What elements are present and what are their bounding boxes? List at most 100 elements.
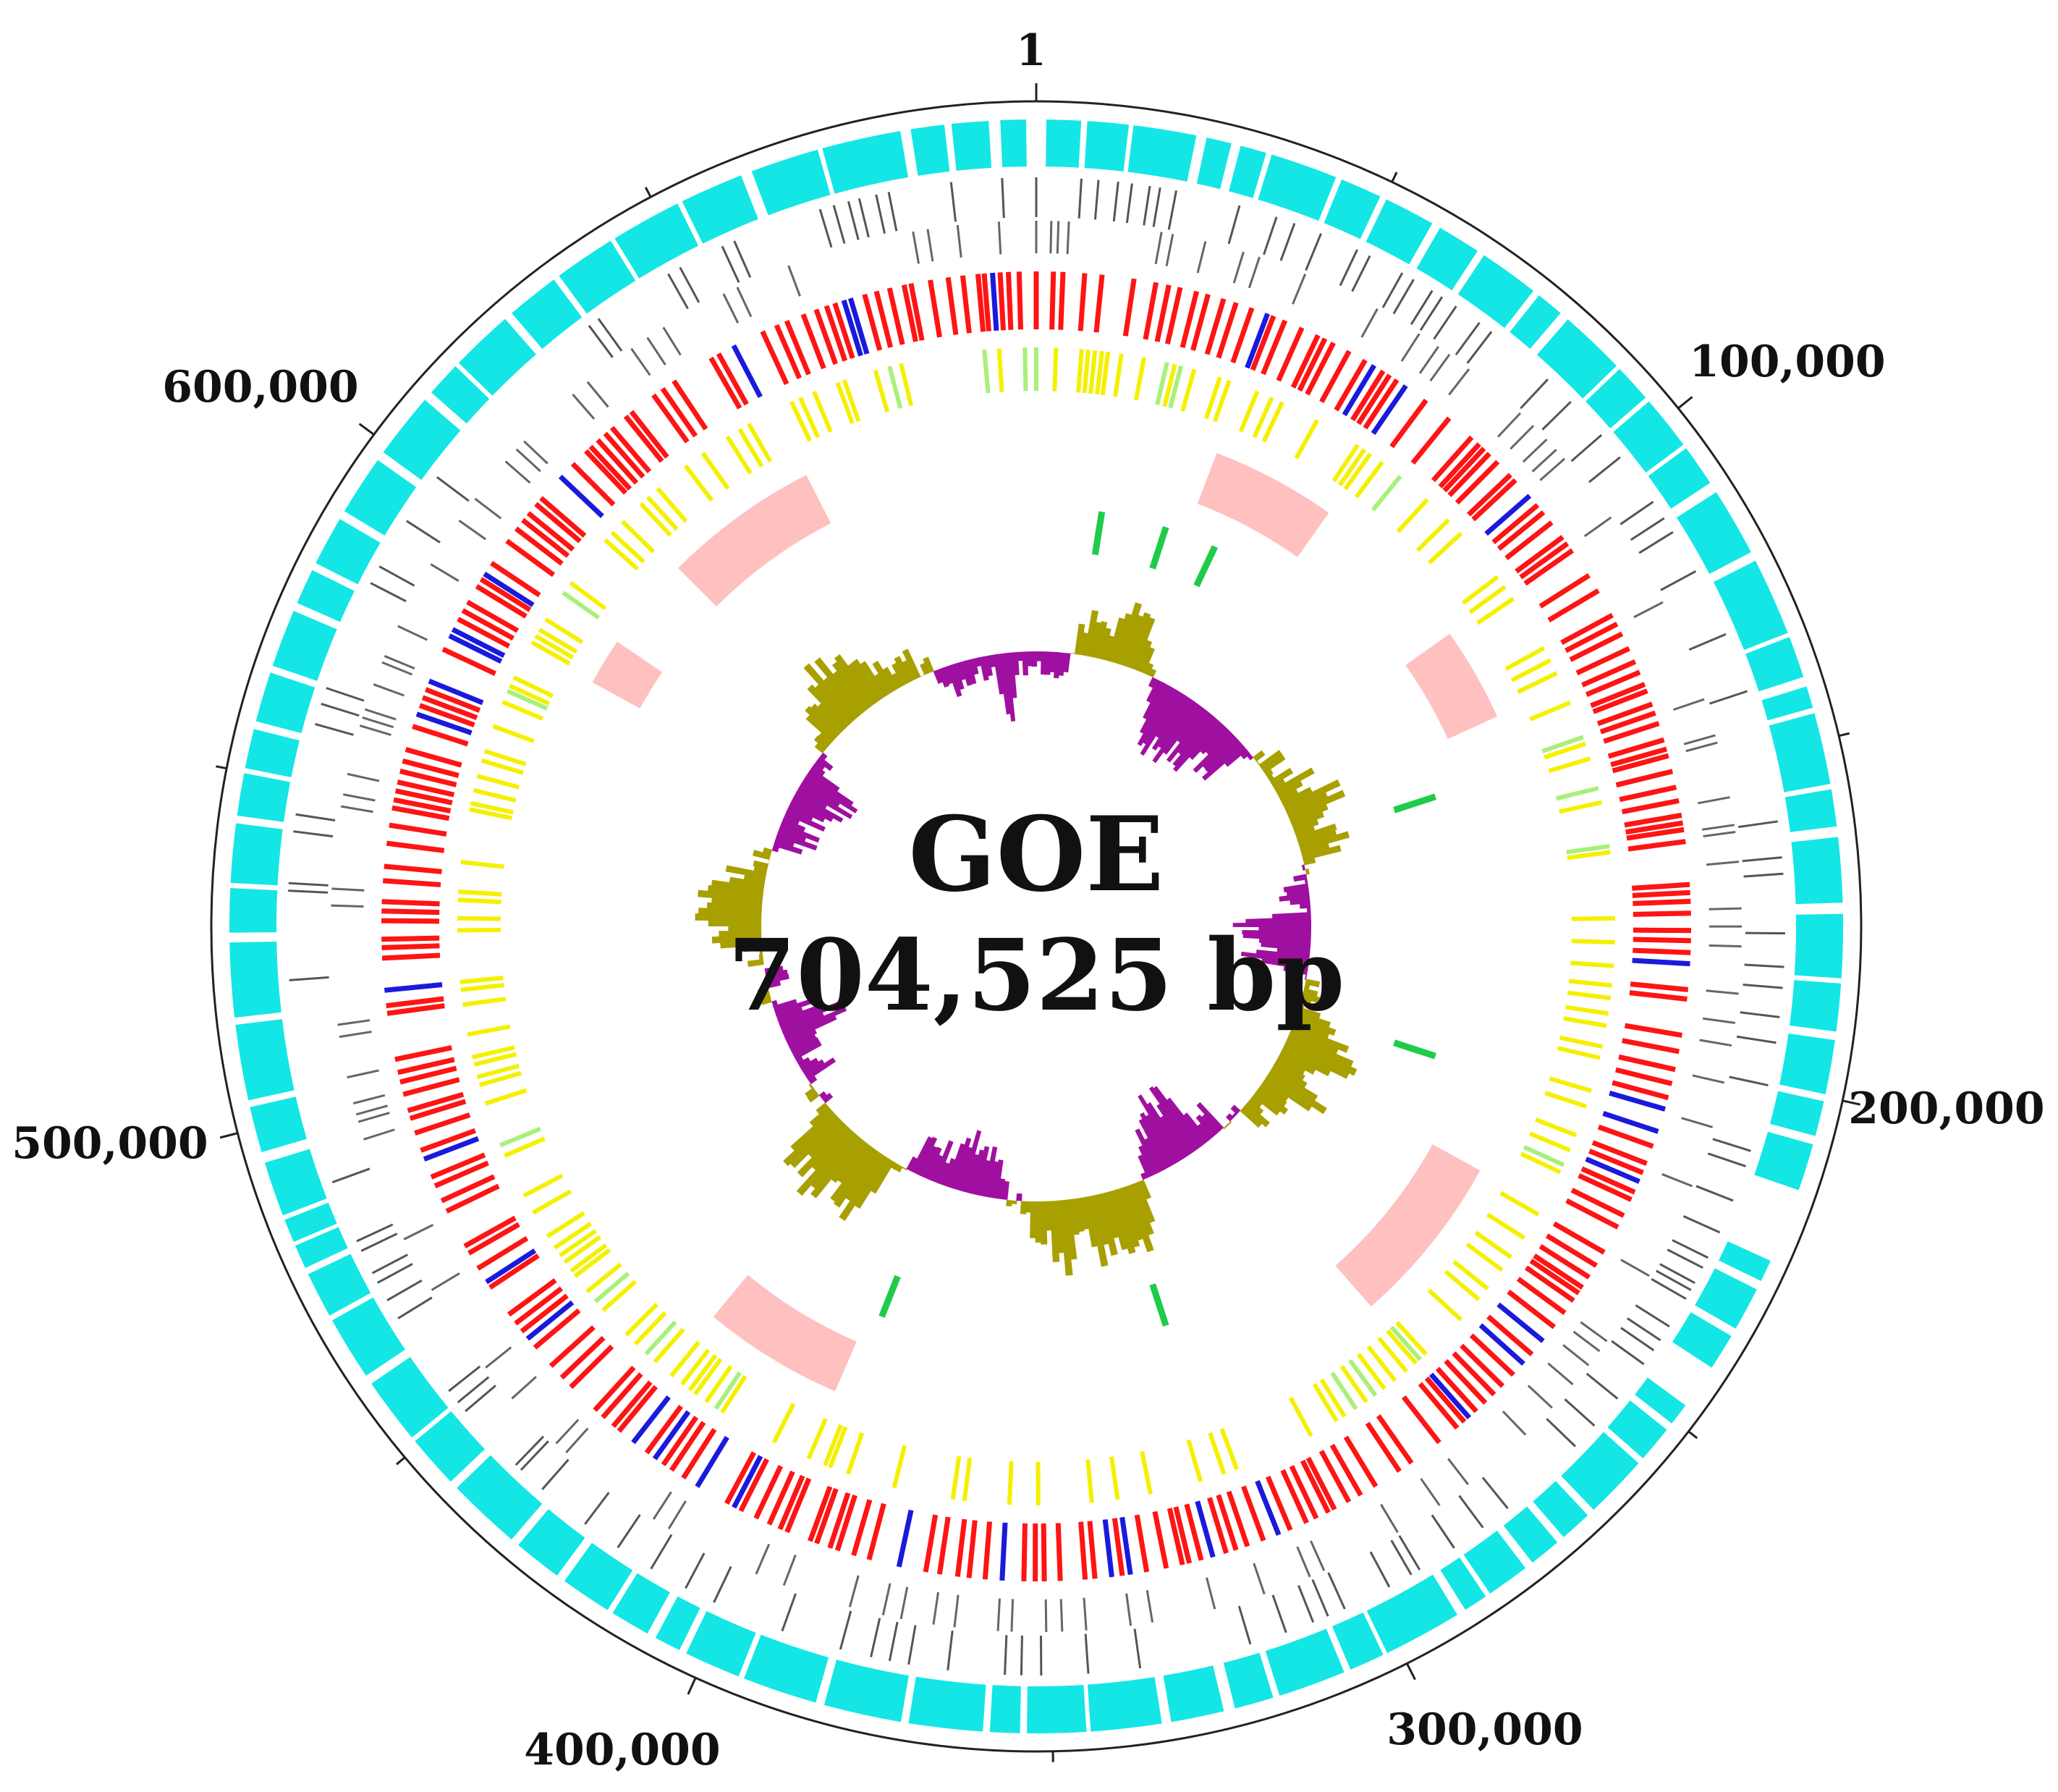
feature-mark	[386, 996, 444, 1009]
feature-mark	[1396, 498, 1429, 533]
feature-mark	[460, 859, 504, 869]
gc-skew-bar	[1252, 1091, 1281, 1116]
gc-skew-bar	[1139, 646, 1156, 674]
gc-skew-bar	[698, 908, 762, 917]
cds-block	[458, 318, 536, 396]
cds-block	[559, 240, 636, 314]
gc-skew-bar	[805, 714, 836, 743]
feature-mark	[1638, 531, 1674, 554]
feature-mark	[1467, 473, 1512, 517]
gc-skew-bar	[1306, 907, 1311, 913]
feature-mark	[1173, 1506, 1193, 1564]
feature-mark	[908, 283, 925, 341]
feature-mark	[1570, 960, 1614, 968]
gc-skew-bar	[1002, 652, 1016, 722]
feature-mark	[1343, 1435, 1379, 1488]
feature-mark	[733, 240, 752, 278]
feature-mark	[1570, 1188, 1625, 1218]
cds-block	[272, 611, 337, 681]
feature-mark	[683, 464, 714, 502]
feature-mark	[1342, 364, 1377, 417]
gc-skew-bar	[777, 1003, 823, 1026]
gc-skew-bar	[768, 858, 770, 865]
feature-mark	[1624, 812, 1682, 828]
feature-mark	[873, 369, 890, 413]
feature-mark	[681, 1428, 717, 1480]
feature-mark	[1318, 1450, 1352, 1503]
major-tick	[219, 1132, 238, 1139]
feature-mark	[1261, 319, 1288, 376]
feature-mark	[457, 916, 501, 921]
feature-mark	[1588, 1149, 1644, 1175]
gc-skew-bar	[764, 965, 784, 974]
gc-skew-bar	[782, 1007, 847, 1039]
gc-skew-bar	[810, 703, 843, 736]
gc-skew-bar	[781, 818, 806, 833]
feature-mark	[405, 747, 462, 768]
feature-mark	[403, 1224, 434, 1241]
gc-skew-bar	[1279, 788, 1299, 803]
gc-skew-bar	[873, 672, 892, 696]
gc-skew-bar	[1146, 1102, 1186, 1160]
feature-mark	[1100, 351, 1111, 396]
gc-skew-bar	[807, 684, 850, 729]
feature-mark	[593, 1272, 630, 1303]
feature-mark	[381, 952, 441, 961]
feature-mark	[1673, 698, 1705, 711]
feature-mark	[331, 904, 364, 908]
feature-mark	[650, 1534, 673, 1570]
feature-mark	[695, 1435, 729, 1489]
feature-mark	[440, 1174, 496, 1204]
feature-mark	[1627, 839, 1686, 852]
cds-block	[910, 124, 950, 176]
feature-mark	[1562, 1344, 1590, 1366]
feature-mark	[847, 200, 860, 240]
gc-skew-bar	[1155, 693, 1187, 739]
feature-mark	[1548, 756, 1591, 774]
feature-mark	[1656, 1269, 1692, 1291]
cds-block	[518, 1509, 585, 1576]
gc-skew-bar	[1153, 1086, 1202, 1150]
cds-block	[1719, 1241, 1771, 1282]
gc-skew-bar	[789, 1117, 842, 1168]
feature-mark	[724, 1451, 757, 1505]
gc-skew-bar	[987, 1161, 999, 1199]
feature-mark	[1415, 518, 1450, 552]
feature-mark	[1438, 442, 1481, 489]
gc-skew-bar	[1227, 1120, 1232, 1126]
gc-skew-bar	[1166, 1097, 1206, 1147]
gc-skew-bar	[919, 1145, 938, 1178]
feature-mark	[1496, 1302, 1545, 1343]
feature-mark	[1591, 1140, 1648, 1166]
gc-skew-bar	[992, 1159, 1004, 1199]
major-tick	[1405, 1662, 1416, 1681]
feature-mark	[1588, 456, 1621, 483]
feature-mark	[601, 1372, 643, 1419]
feature-mark	[1429, 353, 1451, 382]
feature-mark	[505, 538, 556, 578]
feature-mark	[1611, 1340, 1645, 1366]
feature-mark	[1280, 1468, 1309, 1524]
gc-skew-bar	[906, 1156, 918, 1172]
gc-skew-bar	[1196, 1102, 1224, 1132]
gc-skew-bar	[810, 1136, 863, 1199]
feature-mark	[1154, 284, 1172, 342]
feature-mark	[532, 1189, 572, 1215]
gc-skew-bar	[1151, 696, 1191, 751]
feature-mark	[1632, 882, 1690, 891]
feature-mark	[990, 272, 999, 331]
gc-skew-bar	[781, 1012, 825, 1034]
gc-skew-bar	[1300, 842, 1330, 856]
gc-skew-bar	[998, 653, 1011, 715]
feature-mark	[1431, 1514, 1455, 1549]
gc-skew-bar	[1223, 1124, 1229, 1130]
gc-skew-bar	[1276, 1055, 1306, 1075]
feature-mark	[1619, 501, 1654, 525]
feature-mark	[391, 805, 450, 821]
feature-mark	[506, 688, 549, 711]
feature-mark	[1400, 333, 1420, 362]
feature-mark	[1546, 1418, 1577, 1447]
feature-mark	[475, 584, 528, 619]
gc-skew-bar	[1172, 715, 1218, 767]
feature-mark	[585, 1262, 622, 1293]
